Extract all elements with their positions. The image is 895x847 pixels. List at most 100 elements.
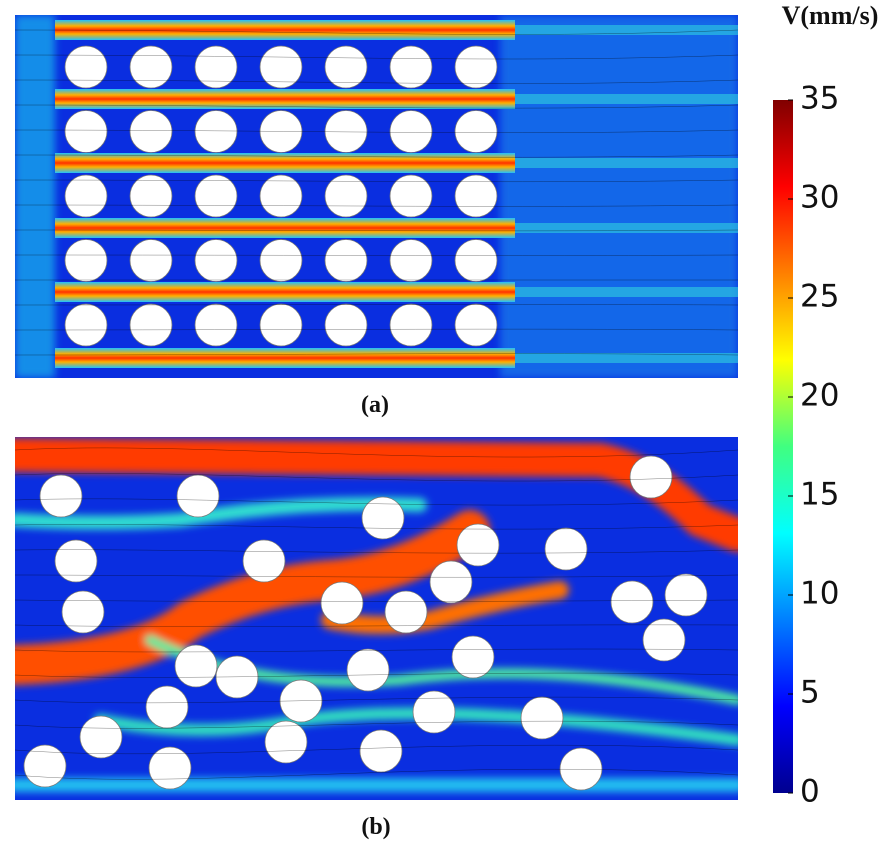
cylinder <box>148 746 192 790</box>
panel-label: (b) <box>361 814 390 840</box>
cylinder <box>194 110 238 153</box>
streamline <box>15 524 738 530</box>
streamline <box>15 447 738 458</box>
cylinder <box>429 560 473 604</box>
cylinder <box>664 573 708 617</box>
streamline <box>15 696 738 704</box>
cylinder <box>259 174 303 218</box>
cylinder <box>324 239 368 282</box>
cylinder <box>23 744 67 788</box>
cylinder <box>456 523 500 567</box>
streamline <box>15 29 738 35</box>
cylinder <box>454 174 498 218</box>
cylinder <box>145 685 189 729</box>
colorbar-tick-label: 30 <box>800 180 839 216</box>
cylinder <box>520 696 564 740</box>
cylinder <box>39 474 83 518</box>
streamline <box>15 498 738 506</box>
streamline <box>15 229 738 232</box>
colorbar-tick-label: 25 <box>800 279 839 315</box>
cylinder <box>320 581 364 625</box>
cylinder <box>61 590 105 634</box>
colorbar <box>773 100 793 793</box>
cylinder <box>324 110 368 153</box>
cylinder <box>389 110 433 153</box>
flow-band <box>55 348 515 368</box>
streamline <box>15 154 738 158</box>
cylinder <box>194 174 238 218</box>
colorbar-tick-label: 15 <box>800 477 839 513</box>
cylinder <box>389 239 433 282</box>
streamline <box>15 624 738 627</box>
cylinder <box>259 239 303 282</box>
colorbar-tick-label: 5 <box>800 675 820 711</box>
cylinder <box>64 174 108 218</box>
streamline <box>15 353 738 356</box>
cylinder <box>129 45 173 89</box>
colorbar-tick-label: 20 <box>800 378 839 414</box>
streamline <box>15 473 738 482</box>
cylinder <box>194 239 238 282</box>
colorbar-tick-label: 10 <box>800 576 839 612</box>
cylinder <box>54 539 98 583</box>
cylinder <box>384 590 428 634</box>
flow-band <box>55 89 515 109</box>
cylinder <box>324 45 368 89</box>
cylinder <box>174 644 218 688</box>
streamline <box>15 549 738 554</box>
cylinder <box>451 635 495 679</box>
cylinder <box>194 303 238 347</box>
cylinder <box>324 174 368 218</box>
cylinder <box>129 239 173 282</box>
colorbar-tick-label: 35 <box>800 81 839 117</box>
colorbar-title: V(mm/s) <box>782 1 879 30</box>
streamline <box>15 129 738 133</box>
streamline <box>15 768 738 780</box>
cylinder <box>389 174 433 218</box>
streamline <box>15 328 738 331</box>
streamline <box>15 672 738 678</box>
flow-band <box>55 153 515 173</box>
cylinder <box>64 45 108 89</box>
panel-b <box>15 437 738 800</box>
cylinder <box>610 580 654 624</box>
cylinder <box>454 303 498 347</box>
cylinder <box>359 729 403 773</box>
streamline <box>15 648 738 653</box>
cylinder <box>242 539 286 583</box>
cylinder <box>629 455 673 499</box>
cylinder <box>324 303 368 347</box>
cylinder <box>129 174 173 218</box>
streamline <box>15 574 738 578</box>
cylinder <box>259 45 303 89</box>
cylinder <box>129 110 173 153</box>
cylinder <box>346 648 390 692</box>
streamline <box>15 744 738 755</box>
cylinder <box>259 303 303 347</box>
streamline <box>15 720 738 729</box>
streamline <box>15 179 738 183</box>
cylinder <box>412 690 456 734</box>
cylinder <box>642 618 686 662</box>
flow-band <box>55 282 515 302</box>
cylinder <box>264 720 308 764</box>
streamline <box>15 204 738 207</box>
cylinder <box>454 45 498 89</box>
cylinder <box>389 45 433 89</box>
flow-band <box>55 20 515 40</box>
streamline <box>15 104 738 109</box>
panel-a <box>15 15 738 378</box>
colorbar-tick-label: 0 <box>800 774 820 810</box>
streamline <box>15 79 738 84</box>
cylinder <box>64 303 108 347</box>
cylinder <box>194 45 238 89</box>
cylinder <box>64 110 108 153</box>
streamline <box>15 54 738 60</box>
cylinder <box>79 715 123 759</box>
cylinder <box>454 239 498 282</box>
cylinder <box>454 110 498 153</box>
cylinder <box>389 303 433 347</box>
cylinder <box>176 474 220 518</box>
cylinder <box>64 239 108 282</box>
